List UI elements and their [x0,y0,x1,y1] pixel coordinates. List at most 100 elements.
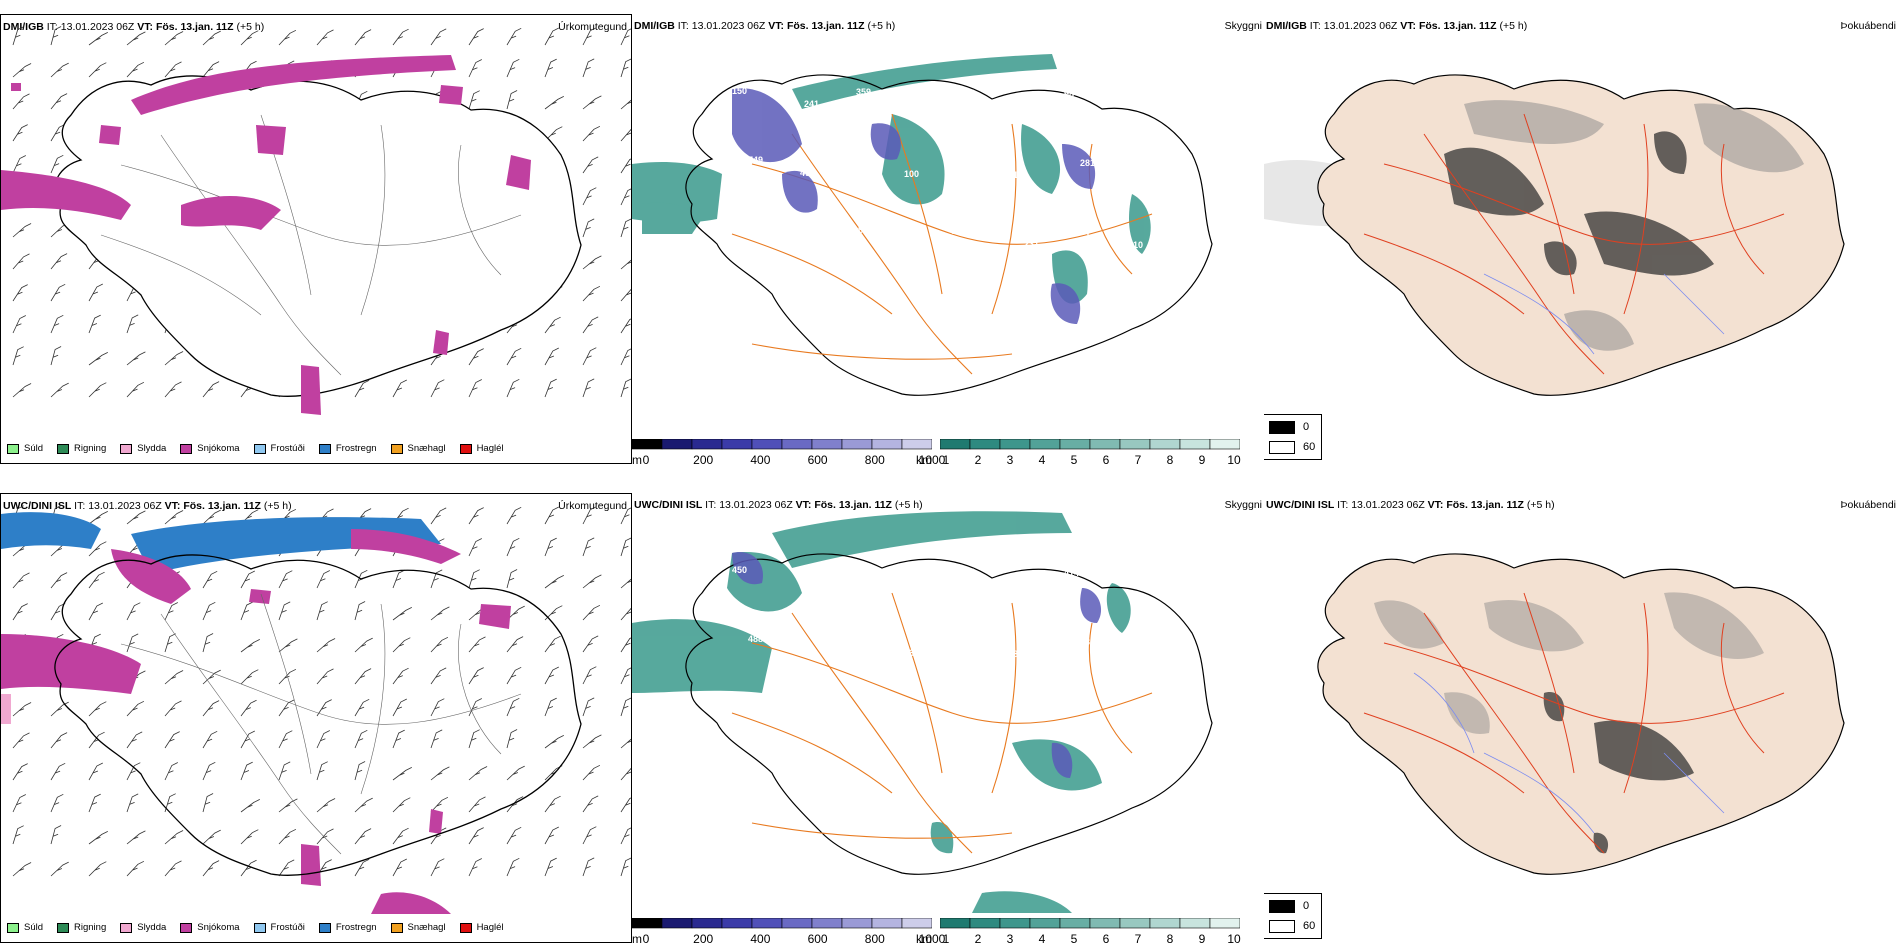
legend-swatch [253,922,266,933]
precip-map-bottom [1,505,631,914]
ceiling-tick: 1000 [918,932,946,943]
wind-barb [506,537,520,557]
panel-title: Úrkomutegund [558,500,627,512]
wind-barb [468,379,482,398]
colorbar-cell [751,439,783,450]
wind-barb [164,670,184,685]
ceiling-value-label: 488 [748,634,763,644]
wind-barb [620,348,631,366]
ceiling-value-label: 281 [1080,158,1095,168]
fog-legend-label-1: 60 [1303,441,1316,453]
wind-barb [50,154,64,174]
legend-swatch [253,443,266,454]
wind-barb [316,828,334,845]
visibility-map-top: 150 241 359 379 220 767 98 149 749 496 148 100 384 81… [632,54,1213,396]
ceiling-value-label: 150 [732,86,747,96]
wind-barb [278,859,295,877]
ceiling-value-label: 148 [852,156,867,166]
colorbar-cell [969,918,1001,929]
wind-barb [164,633,176,653]
precip-legend: Súld Rigning Slydda Snjókoma Frostúði Frostre… [7,443,518,454]
wind-barb [430,507,447,525]
fog-legend-swatch-0 [1269,900,1295,913]
wind-barb [12,383,32,398]
wind-barb [240,730,255,749]
wind-barb [202,793,214,813]
wind-barb [88,701,107,717]
legend-item-snæhagl: Snæhagl [390,443,446,454]
wind-barb [202,601,216,621]
ceiling-value-label: 223 [852,635,867,645]
wind-barb [164,860,182,877]
wind-barb [544,575,564,589]
wind-barb [12,763,28,781]
ceiling-tick: 800 [864,932,885,943]
wind-barb [392,698,407,717]
legend-swatch [57,443,70,454]
colorbar-cell [1209,439,1240,450]
colorbar-cell [721,439,753,450]
wind-barb [506,796,524,813]
legend-item-slydda: Slydda [120,922,166,933]
ceiling-value-label: 252 [952,226,967,236]
wind-barb [50,346,62,366]
wind-barb [88,831,108,845]
wind-barb [430,766,450,781]
legend-item-súld: Súld [7,922,43,933]
colorbar-cell [1029,439,1061,450]
legend-swatch [180,443,193,454]
legend-swatch [390,922,403,933]
wind-barb [316,601,328,621]
wind-barb [620,128,631,142]
wind-barb [506,826,522,845]
wind-barb [240,669,259,685]
wind-barb [430,379,445,398]
wind-barb [50,762,66,781]
wind-barb [620,827,631,845]
wind-barb [240,30,259,46]
ceiling-value-label: 111 [740,293,754,303]
wind-barb [392,379,407,398]
visibility-tick: 9 [1198,932,1206,943]
wind-barb [126,830,146,845]
wind-barb [126,351,146,366]
legend-label: Frostregn [335,443,377,454]
wind-barb [354,729,368,749]
ceiling-value-label: 376 [796,237,811,247]
wind-barb [164,602,178,621]
wind-barb [126,860,145,877]
wind-barb [392,607,412,621]
wind-barb [506,27,522,46]
wind-barb [582,95,602,110]
precip-legend: Súld Rigning Slydda Snjókoma Frostúði Frostre… [7,922,518,933]
ceiling-unit: m [632,932,642,943]
wind-barb [164,61,182,78]
wind-barb [544,635,561,653]
wind-barb [202,730,218,749]
wind-barb [506,90,518,110]
wind-barb [620,259,631,270]
wind-barb [12,825,24,845]
fog-map-top [1264,74,1845,396]
wind-barb [430,28,447,46]
ceiling-tick: 600 [807,932,828,943]
wind-barb [620,607,631,621]
legend-swatch [318,922,331,933]
ceiling-unit: m [632,453,642,464]
legend-item-rigning: Rigning [57,922,106,933]
wind-barb [88,762,103,781]
wind-barb [620,738,631,749]
wind-barb [316,761,328,781]
legend-swatch [390,443,403,454]
wind-barb [468,729,480,749]
fog-legend: 0 60 [1264,414,1322,460]
wind-barb [88,382,107,398]
wind-barb [544,697,557,717]
precip-map-top [1,26,631,415]
wind-barb [582,764,601,781]
visibility-unit: km [916,932,932,943]
wind-barb [354,29,372,46]
wind-barb [278,730,293,749]
visibility-tick: 4 [1038,932,1046,943]
colorbar-cell [871,918,903,929]
